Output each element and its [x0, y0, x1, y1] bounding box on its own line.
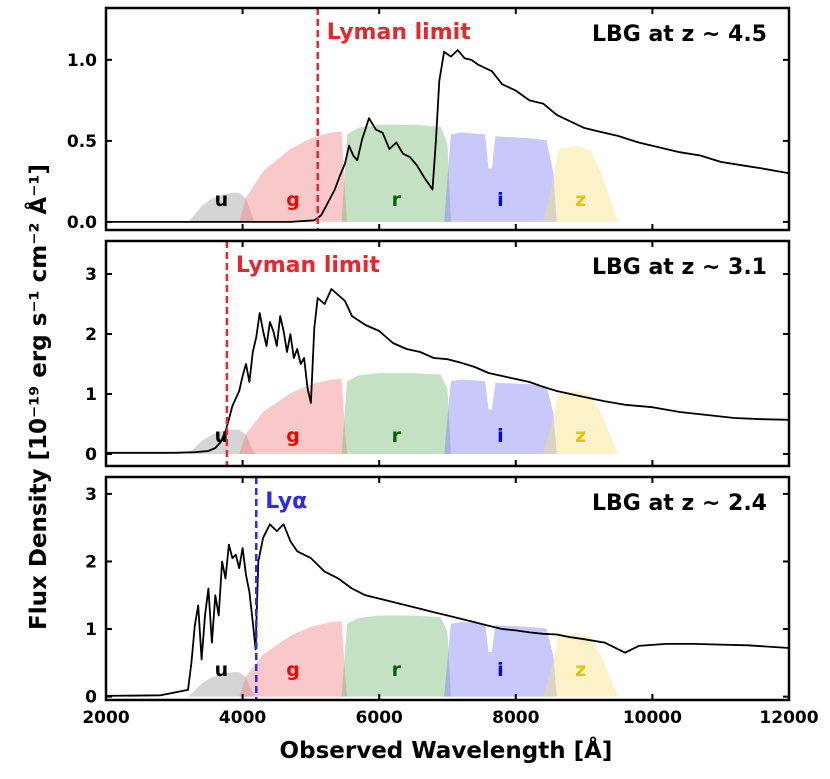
- panel-frame: [104, 239, 791, 468]
- panel-frame: [104, 475, 791, 702]
- x-tick-label: 4000: [219, 708, 266, 728]
- filter-band-z: [543, 633, 619, 697]
- lya-label: Lyα: [265, 489, 307, 514]
- panel-1: u g r i z Lyman limit LBG at z ~ 4.5 0.0 0.5 1.0: [67, 6, 791, 233]
- x-axis-label: Observed Wavelength [Å]: [280, 736, 613, 764]
- band-label-z: z: [575, 425, 586, 447]
- filter-band-i: [444, 622, 557, 697]
- filter-band-r: [341, 373, 451, 454]
- band-label-g: g: [286, 659, 300, 681]
- x-tick-label: 2000: [82, 708, 129, 728]
- filter-band-u: [188, 672, 255, 697]
- panel-frame: [104, 6, 791, 232]
- band-label-r: r: [392, 659, 402, 681]
- filter-band-z: [543, 390, 619, 454]
- panel-2: u g r i z Lyman limit LBG at z ~ 3.1 0 1 2 3: [85, 239, 791, 468]
- y-tick-label: 2: [85, 325, 97, 345]
- filter-band-g: [239, 621, 348, 697]
- y-tick-label: 1: [85, 385, 97, 405]
- band-label-u: u: [215, 659, 229, 681]
- plot-area: [106, 523, 789, 697]
- band-label-r: r: [392, 425, 402, 447]
- band-label-r: r: [392, 189, 402, 211]
- plot-area: [106, 288, 789, 454]
- redshift-label: LBG at z ~ 2.4: [592, 491, 767, 516]
- filter-band-r: [341, 124, 451, 222]
- x-tick-label: 10000: [623, 708, 682, 728]
- y-tick-label: 3: [85, 485, 97, 505]
- filter-band-g: [239, 131, 348, 222]
- filter-band-z: [543, 146, 619, 222]
- band-label-z: z: [575, 189, 586, 211]
- redshift-label: LBG at z ~ 3.1: [592, 255, 767, 280]
- filter-band-r: [341, 615, 451, 697]
- redshift-label: LBG at z ~ 4.5: [592, 22, 767, 47]
- x-tick-label: 6000: [356, 708, 403, 728]
- band-label-i: i: [497, 659, 504, 681]
- filter-band-g: [239, 378, 348, 454]
- filter-band-i: [444, 132, 557, 222]
- y-tick-label: 0: [85, 688, 97, 708]
- band-label-u: u: [215, 425, 229, 447]
- spectrum-line: [106, 288, 789, 454]
- band-label-z: z: [575, 659, 586, 681]
- band-label-g: g: [286, 425, 300, 447]
- y-tick-label: 3: [85, 265, 97, 285]
- lyman_limit-label: Lyman limit: [236, 253, 381, 278]
- band-label-g: g: [286, 189, 300, 211]
- x-tick-label: 8000: [492, 708, 539, 728]
- y-axis-label: Flux Density [10⁻¹⁹ erg s⁻¹ cm⁻² Å⁻¹]: [24, 164, 52, 630]
- spectrum-line: [106, 523, 789, 697]
- y-tick-label: 0.5: [67, 132, 97, 152]
- filter-band-i: [444, 379, 557, 454]
- x-tick-label: 12000: [759, 708, 818, 728]
- band-label-u: u: [215, 189, 229, 211]
- band-label-i: i: [497, 189, 504, 211]
- plot-area: [106, 49, 789, 223]
- filter-band-u: [188, 192, 255, 222]
- spectrum-line: [106, 49, 789, 223]
- y-tick-label: 0.0: [67, 213, 97, 233]
- y-tick-label: 1.0: [67, 51, 97, 71]
- band-label-i: i: [497, 425, 504, 447]
- y-tick-label: 0: [85, 445, 97, 465]
- panel-3: u g r i z Lyα LBG at z ~ 2.4 0 1 2 3: [85, 475, 791, 708]
- lyman_limit-label: Lyman limit: [327, 20, 472, 45]
- y-tick-label: 2: [85, 553, 97, 573]
- y-tick-label: 1: [85, 620, 97, 640]
